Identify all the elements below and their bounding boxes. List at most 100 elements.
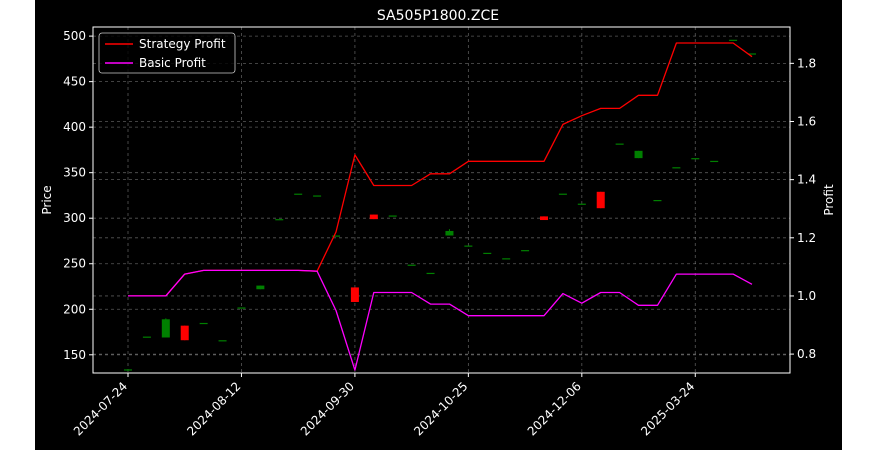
y-right-tick-label: 0.8 (797, 347, 816, 361)
y-axis-left-label: Price (40, 185, 54, 214)
candle (180, 325, 189, 341)
y-left-tick-label: 150 (63, 348, 86, 362)
candle (369, 214, 378, 220)
y-axis-right-label: Profit (822, 184, 836, 216)
series-line-basic-profit (128, 269, 753, 371)
candle (577, 203, 586, 205)
legend-label: Basic Profit (139, 56, 206, 70)
candle-body (350, 287, 359, 302)
chart-title: SA505P1800.ZCE (377, 8, 499, 24)
candle (313, 195, 322, 197)
x-tick-label: 2024-09-30 (298, 379, 357, 438)
candle (596, 191, 605, 209)
candle-body (483, 252, 492, 255)
candle-body (199, 322, 208, 325)
candle-body (540, 216, 548, 221)
candle-body (653, 200, 662, 202)
y-left-tick-label: 350 (63, 166, 86, 180)
candle-body (710, 160, 719, 163)
candle-body (161, 319, 170, 338)
y-right-tick-label: 1.4 (797, 173, 816, 187)
candle-body (577, 203, 586, 205)
x-tick-label: 2024-10-25 (411, 379, 470, 438)
y-left-tick-label: 300 (63, 211, 86, 225)
candle (710, 160, 719, 163)
line-layer (128, 42, 753, 371)
legend: Strategy Profit Basic Profit (98, 32, 236, 74)
candle (350, 287, 359, 302)
candle-body (142, 336, 151, 338)
candle (161, 318, 170, 338)
x-tick-label: 2024-12-06 (525, 379, 584, 438)
candle (521, 250, 530, 252)
y-axis-right: 0.8 1.0 1.2 1.4 1.6 1.8 (790, 56, 816, 361)
candle-body (237, 307, 246, 309)
candle-body (445, 230, 454, 236)
y-axis-left: 150 200 250 300 350 400 450 500 (63, 29, 93, 362)
candle (502, 258, 511, 260)
candle-body (748, 53, 756, 55)
candle-body (388, 215, 397, 217)
candle (653, 200, 662, 202)
candle-body (426, 272, 435, 275)
candle (464, 245, 473, 247)
y-right-tick-label: 1.0 (797, 289, 816, 303)
legend-label: Strategy Profit (139, 37, 226, 51)
y-left-tick-label: 500 (63, 29, 86, 43)
candle-body (124, 369, 132, 371)
candle (237, 307, 246, 309)
candle (672, 167, 681, 169)
candle (540, 216, 548, 221)
candle (615, 143, 624, 145)
candle (199, 322, 208, 325)
x-tick-label: 2024-07-24 (71, 379, 130, 438)
candle-body (180, 325, 189, 341)
candle-body (332, 235, 340, 237)
candle (426, 272, 435, 275)
chart-svg: SA505P1800.ZCE 150200250300350400450500 … (40, 8, 836, 438)
candle (294, 193, 303, 195)
candle (332, 235, 340, 237)
y-left-tick-label: 200 (63, 302, 86, 316)
candle-body (407, 264, 416, 266)
candle (124, 369, 132, 372)
candle (256, 285, 265, 290)
candle (407, 264, 416, 266)
candle-layer (124, 39, 756, 372)
candle-body (256, 285, 265, 290)
y-right-tick-label: 1.8 (797, 56, 816, 70)
candle-body (369, 214, 378, 220)
candle-body (218, 340, 227, 342)
candle (483, 252, 492, 255)
candle-body (294, 193, 303, 195)
y-right-tick-label: 1.6 (797, 114, 816, 128)
candle-body (502, 258, 511, 260)
candle-body (313, 195, 322, 197)
candle (142, 336, 151, 338)
x-tick-label: 2024-08-12 (184, 379, 243, 438)
y-left-tick-label: 250 (63, 257, 86, 271)
candle-body (729, 39, 738, 41)
series-line-strategy-profit (128, 42, 753, 297)
candle-body (558, 193, 567, 195)
chart-figure: SA505P1800.ZCE 150 200 250 300 350 400 450 500 … (35, 0, 842, 450)
y-left-tick-label: 450 (63, 75, 86, 89)
candle (634, 150, 643, 159)
grid-layer (93, 27, 790, 373)
candle (445, 229, 454, 236)
x-axis: 2024-07-24 2024-08-12 2024-09-30 2024-10-25… (71, 373, 697, 438)
candle-body (596, 191, 605, 209)
candle (691, 158, 700, 160)
y-left-tick-label: 400 (63, 120, 86, 134)
candle-body (634, 150, 643, 159)
candle-body (275, 219, 284, 221)
y-right-tick-label: 1.2 (797, 231, 816, 245)
plot-frame (92, 26, 791, 374)
candle-body (672, 167, 681, 169)
x-tick-label: 2025-03-24 (638, 379, 697, 438)
candle (748, 53, 756, 55)
candle-body (615, 143, 624, 145)
candle (558, 193, 567, 195)
candle (218, 340, 227, 342)
candle (729, 39, 738, 41)
